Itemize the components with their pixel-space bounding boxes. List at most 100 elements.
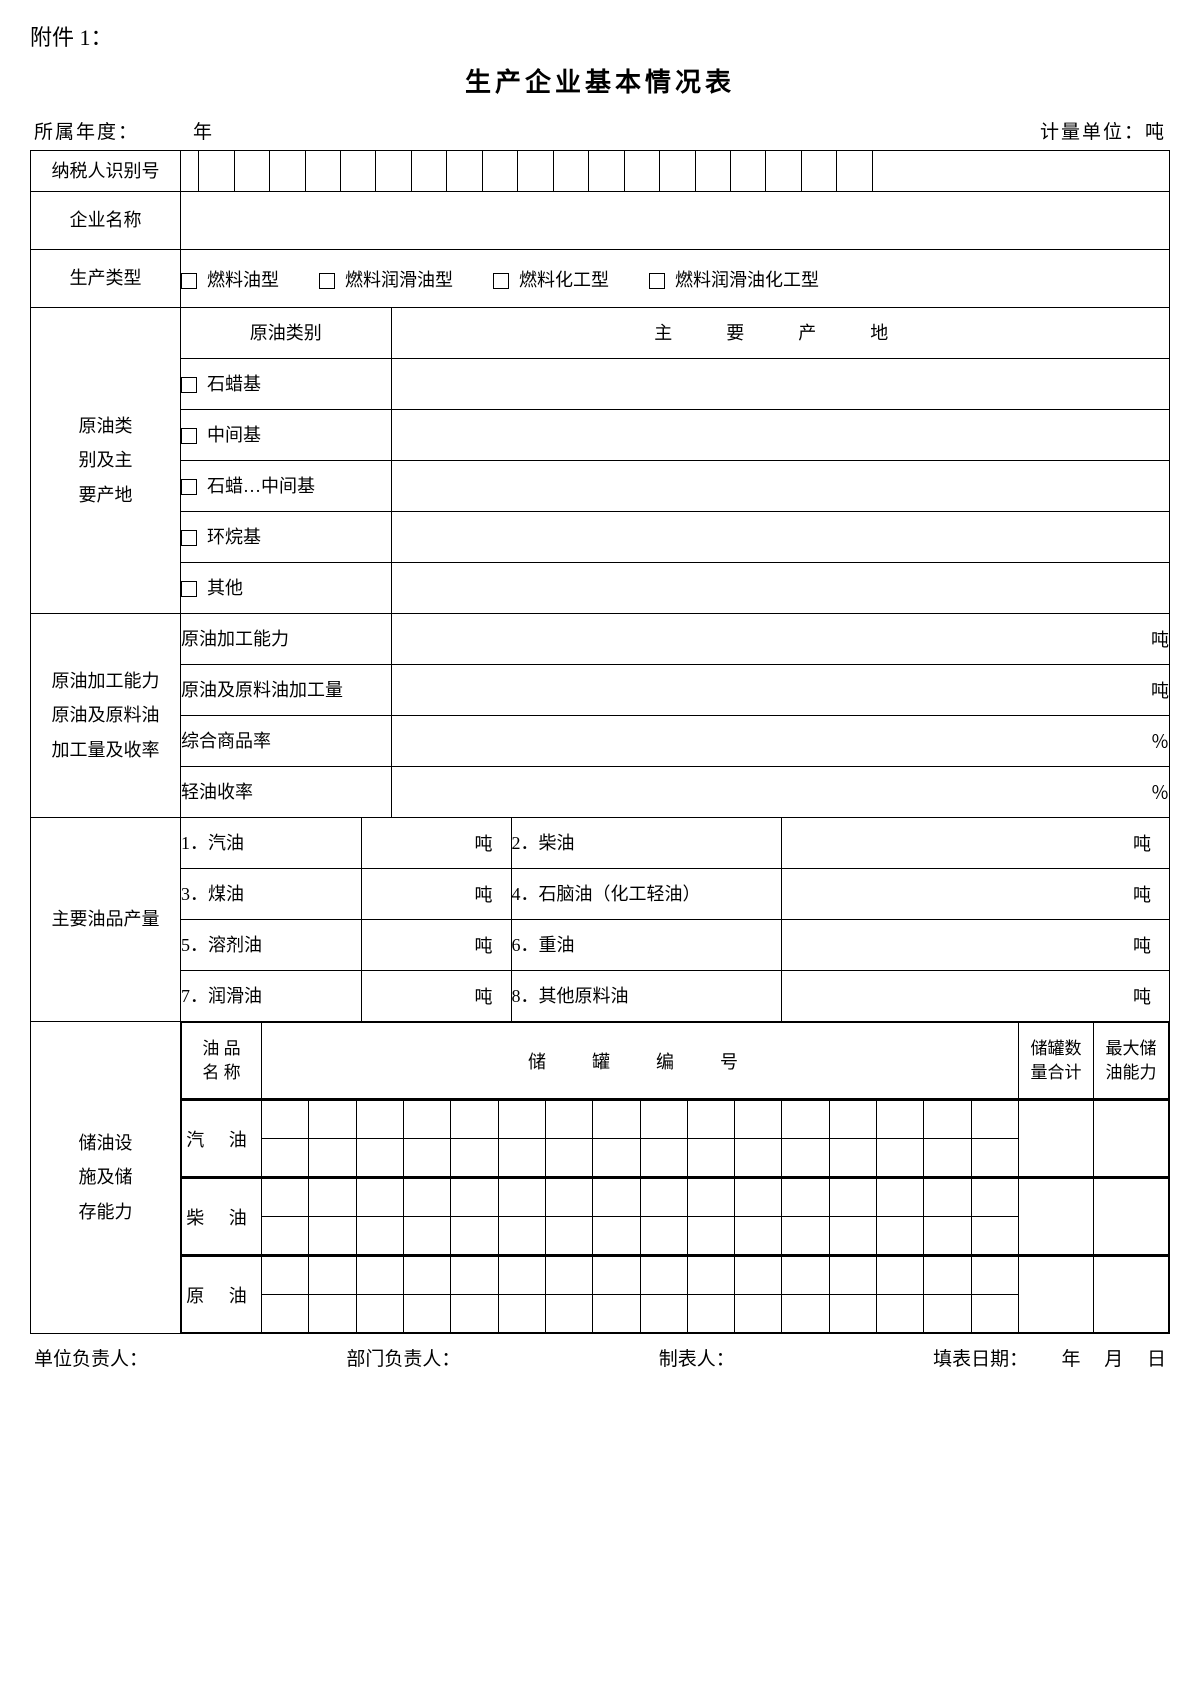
crude-item-1[interactable]: 中间基	[181, 410, 391, 460]
taxpayer-id-cell[interactable]	[589, 151, 624, 191]
tank-count-cell[interactable]	[1019, 1101, 1094, 1177]
taxpayer-id-cell[interactable]	[234, 151, 269, 191]
tank-cell[interactable]	[735, 1179, 782, 1217]
tank-cell[interactable]	[403, 1101, 450, 1139]
tank-cell[interactable]	[498, 1179, 545, 1217]
product-2-right-unit[interactable]: 吨	[781, 920, 1169, 970]
checkbox-icon[interactable]	[181, 377, 197, 393]
tank-cell[interactable]	[545, 1295, 592, 1333]
tank-cell[interactable]	[971, 1101, 1018, 1139]
product-2-left-unit[interactable]: 吨	[361, 920, 511, 970]
tank-cell[interactable]	[545, 1217, 592, 1255]
checkbox-icon[interactable]	[181, 581, 197, 597]
tank-cell[interactable]	[829, 1139, 876, 1177]
taxpayer-id-cell[interactable]	[376, 151, 411, 191]
crude-loc-2[interactable]	[391, 461, 1169, 511]
tank-cell[interactable]	[640, 1101, 687, 1139]
crude-item-0[interactable]: 石蜡基	[181, 359, 391, 409]
tank-cell[interactable]	[782, 1295, 829, 1333]
taxpayer-id-cell[interactable]	[199, 151, 234, 191]
taxpayer-id-cell[interactable]	[837, 151, 873, 191]
tank-cell[interactable]	[262, 1101, 309, 1139]
product-0-right-unit[interactable]: 吨	[781, 818, 1169, 868]
crude-loc-3[interactable]	[391, 512, 1169, 562]
tank-cell[interactable]	[403, 1139, 450, 1177]
tank-cell[interactable]	[309, 1217, 356, 1255]
taxpayer-id-cell[interactable]	[553, 151, 588, 191]
max-capacity-cell[interactable]	[1094, 1257, 1169, 1333]
capacity-item-0-unit[interactable]: 吨	[391, 614, 1169, 664]
tank-cell[interactable]	[356, 1101, 403, 1139]
tank-cell[interactable]	[735, 1257, 782, 1295]
checkbox-icon[interactable]	[181, 428, 197, 444]
tank-cell[interactable]	[403, 1295, 450, 1333]
tank-cell[interactable]	[877, 1101, 924, 1139]
prod-type-option[interactable]: 燃料油型	[181, 270, 279, 290]
tank-cell[interactable]	[545, 1139, 592, 1177]
checkbox-icon[interactable]	[649, 273, 665, 289]
tank-cell[interactable]	[829, 1179, 876, 1217]
tank-cell[interactable]	[262, 1295, 309, 1333]
crude-loc-0[interactable]	[391, 359, 1169, 409]
tank-cell[interactable]	[545, 1257, 592, 1295]
tank-count-cell[interactable]	[1019, 1257, 1094, 1333]
tank-cell[interactable]	[356, 1217, 403, 1255]
tank-cell[interactable]	[593, 1257, 640, 1295]
tank-cell[interactable]	[262, 1217, 309, 1255]
tank-cell[interactable]	[451, 1257, 498, 1295]
taxpayer-id-cell[interactable]	[341, 151, 376, 191]
taxpayer-id-cell[interactable]	[624, 151, 659, 191]
tank-cell[interactable]	[498, 1101, 545, 1139]
tank-cell[interactable]	[687, 1257, 734, 1295]
tank-cell[interactable]	[687, 1101, 734, 1139]
tank-cell[interactable]	[829, 1257, 876, 1295]
tank-cell[interactable]	[545, 1101, 592, 1139]
tank-cell[interactable]	[924, 1295, 971, 1333]
product-1-right-unit[interactable]: 吨	[781, 869, 1169, 919]
checkbox-icon[interactable]	[181, 530, 197, 546]
tank-cell[interactable]	[262, 1257, 309, 1295]
tank-cell[interactable]	[877, 1257, 924, 1295]
checkbox-icon[interactable]	[319, 273, 335, 289]
tank-cell[interactable]	[309, 1101, 356, 1139]
taxpayer-id-cell[interactable]	[695, 151, 730, 191]
tank-cell[interactable]	[640, 1295, 687, 1333]
tank-cell[interactable]	[403, 1257, 450, 1295]
tank-cell[interactable]	[309, 1139, 356, 1177]
tank-cell[interactable]	[924, 1217, 971, 1255]
taxpayer-id-cell[interactable]	[482, 151, 517, 191]
tank-cell[interactable]	[640, 1179, 687, 1217]
capacity-item-2-unit[interactable]: ％	[391, 716, 1169, 766]
tank-cell[interactable]	[640, 1139, 687, 1177]
taxpayer-id-cell[interactable]	[731, 151, 766, 191]
tank-cell[interactable]	[735, 1101, 782, 1139]
max-capacity-cell[interactable]	[1094, 1101, 1169, 1177]
tank-cell[interactable]	[593, 1217, 640, 1255]
tank-cell[interactable]	[924, 1101, 971, 1139]
tank-cell[interactable]	[640, 1257, 687, 1295]
tank-cell[interactable]	[687, 1139, 734, 1177]
tank-cell[interactable]	[593, 1139, 640, 1177]
tank-cell[interactable]	[877, 1179, 924, 1217]
tank-cell[interactable]	[971, 1217, 1018, 1255]
tank-cell[interactable]	[498, 1295, 545, 1333]
tank-cell[interactable]	[877, 1139, 924, 1177]
product-0-left-unit[interactable]: 吨	[361, 818, 511, 868]
tank-cell[interactable]	[498, 1217, 545, 1255]
product-3-right-unit[interactable]: 吨	[781, 971, 1169, 1021]
tank-count-cell[interactable]	[1019, 1179, 1094, 1255]
tank-cell[interactable]	[971, 1139, 1018, 1177]
prod-type-option[interactable]: 燃料化工型	[493, 270, 609, 290]
tank-cell[interactable]	[971, 1179, 1018, 1217]
tank-cell[interactable]	[735, 1295, 782, 1333]
taxpayer-id-cell[interactable]	[766, 151, 801, 191]
tank-cell[interactable]	[829, 1217, 876, 1255]
tank-cell[interactable]	[782, 1101, 829, 1139]
tank-cell[interactable]	[782, 1257, 829, 1295]
tank-cell[interactable]	[498, 1139, 545, 1177]
prod-type-option[interactable]: 燃料润滑油化工型	[649, 270, 819, 290]
product-3-left-unit[interactable]: 吨	[361, 971, 511, 1021]
tank-cell[interactable]	[356, 1257, 403, 1295]
enterprise-name-value[interactable]	[181, 192, 1170, 250]
checkbox-icon[interactable]	[181, 273, 197, 289]
